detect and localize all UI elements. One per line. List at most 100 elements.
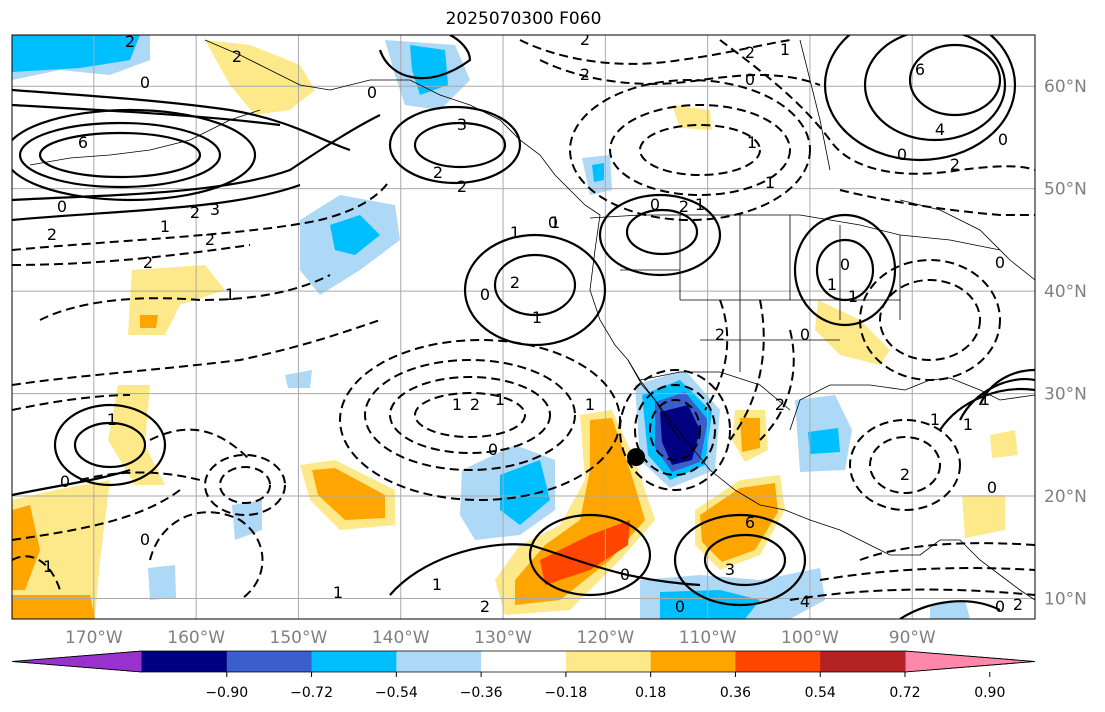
contour-line xyxy=(39,274,331,321)
contour-line xyxy=(863,35,1007,142)
dashed-contours xyxy=(12,39,1035,601)
contour-line xyxy=(569,79,811,221)
contour-line xyxy=(819,567,1035,581)
colorbar-tick-label: −0.18 xyxy=(544,685,587,701)
longitude-label: 160°W xyxy=(167,628,225,648)
contour-label: 1 xyxy=(510,223,520,242)
longitude-labels: 170°W 160°W 150°W 140°W 130°W 120°W 110°W 100°W… xyxy=(65,628,936,648)
light-blue-region xyxy=(930,600,970,619)
orange-region xyxy=(740,418,760,452)
contour-label: 2 xyxy=(580,65,590,84)
contour-label: 1 xyxy=(532,308,542,327)
contour-line xyxy=(12,319,381,386)
contour-label: 0 xyxy=(998,130,1008,149)
contour-line xyxy=(53,403,167,487)
contour-label: 1 xyxy=(495,390,505,409)
contour-label: 1 xyxy=(980,390,990,409)
contour-label: 0 xyxy=(60,472,70,491)
contour-line xyxy=(79,471,201,481)
contour-line xyxy=(879,279,981,361)
contour-line xyxy=(634,384,716,476)
colorbar-tick-label: −0.72 xyxy=(290,685,333,701)
contour-label: 0 xyxy=(840,255,850,274)
contour-label: 2 xyxy=(47,225,57,244)
colorbar-extend-high xyxy=(904,650,1036,673)
contour-line xyxy=(413,121,507,169)
contour-label: 1 xyxy=(333,583,343,602)
contour-label: 2 xyxy=(470,395,480,414)
contour-label: 2 xyxy=(745,43,755,62)
contour-line xyxy=(219,466,271,504)
contour-line xyxy=(639,124,761,176)
latitude-label: 20°N xyxy=(1044,487,1087,507)
contour-label: 1 xyxy=(550,213,560,232)
us-mexico-border xyxy=(639,371,791,411)
contour-line xyxy=(815,238,875,302)
contour-line xyxy=(389,376,551,454)
contour-label: 2 xyxy=(480,597,490,616)
storm-center-marker xyxy=(627,448,646,467)
yellow-region xyxy=(962,495,1005,538)
colorbar-tick-label: 0.54 xyxy=(805,685,836,701)
contour-label: 0 xyxy=(140,530,150,549)
longitude-label: 170°W xyxy=(65,628,123,648)
contour-label: 0 xyxy=(650,195,660,214)
contour-line xyxy=(12,88,351,152)
contour-line xyxy=(389,543,701,596)
contour-label: 1 xyxy=(225,285,235,304)
contour-line xyxy=(703,533,787,587)
contour-line xyxy=(673,513,807,607)
contour-label: 2 xyxy=(775,395,785,414)
contour-line xyxy=(849,419,961,511)
blue-region xyxy=(592,163,604,182)
contour-line xyxy=(789,588,1035,601)
solid-contours xyxy=(12,35,1035,619)
contour-line xyxy=(38,131,202,179)
contour-line xyxy=(519,39,791,65)
colorbar-tick-label: −0.36 xyxy=(460,685,503,701)
blue-region xyxy=(500,460,550,525)
contour-line xyxy=(859,542,1035,561)
contour-line xyxy=(12,103,281,127)
contour-label: 2 xyxy=(205,230,215,249)
contour-label: 2 xyxy=(457,177,467,196)
contour-label: 2 xyxy=(433,163,443,182)
contour-label: 3 xyxy=(210,200,220,219)
map-frame xyxy=(11,34,1036,620)
contour-label: 2 xyxy=(900,465,910,484)
contour-label: 0 xyxy=(548,213,558,232)
contour-label: 3 xyxy=(725,560,735,579)
contour-line xyxy=(12,555,61,591)
contour-label: 6 xyxy=(78,133,88,152)
contour-label: 0 xyxy=(488,440,498,459)
contour-label: 0 xyxy=(995,253,1005,272)
contour-line xyxy=(619,369,731,491)
latitude-label: 30°N xyxy=(1044,385,1087,405)
contour-label: 1 xyxy=(848,287,858,306)
contour-label: 0 xyxy=(800,325,810,344)
yellow-region xyxy=(205,40,315,115)
contour-line xyxy=(625,208,699,256)
light-blue-region xyxy=(232,500,262,540)
contour-label: 2 xyxy=(715,325,725,344)
colorbar-tick-label: 0.90 xyxy=(974,685,1005,701)
contour-line xyxy=(493,253,577,317)
colorbar-tick-label: 0.36 xyxy=(720,685,751,701)
colorbar-segment xyxy=(481,651,567,672)
orange-region xyxy=(700,483,778,562)
contour-label: 2 xyxy=(232,47,242,66)
orange-region xyxy=(12,595,95,619)
longitude-label: 150°W xyxy=(270,628,328,648)
baja-california xyxy=(627,359,681,441)
colorbar-segment xyxy=(650,651,736,672)
contour-line xyxy=(12,183,301,222)
state-lines xyxy=(620,215,901,372)
contour-label: 1 xyxy=(930,410,940,429)
contour-line xyxy=(704,299,729,411)
colorbar-tick-label: 0.18 xyxy=(635,685,666,701)
blue-region xyxy=(660,590,760,619)
contour-line xyxy=(378,35,472,80)
contour-label: 2 xyxy=(1013,595,1023,614)
